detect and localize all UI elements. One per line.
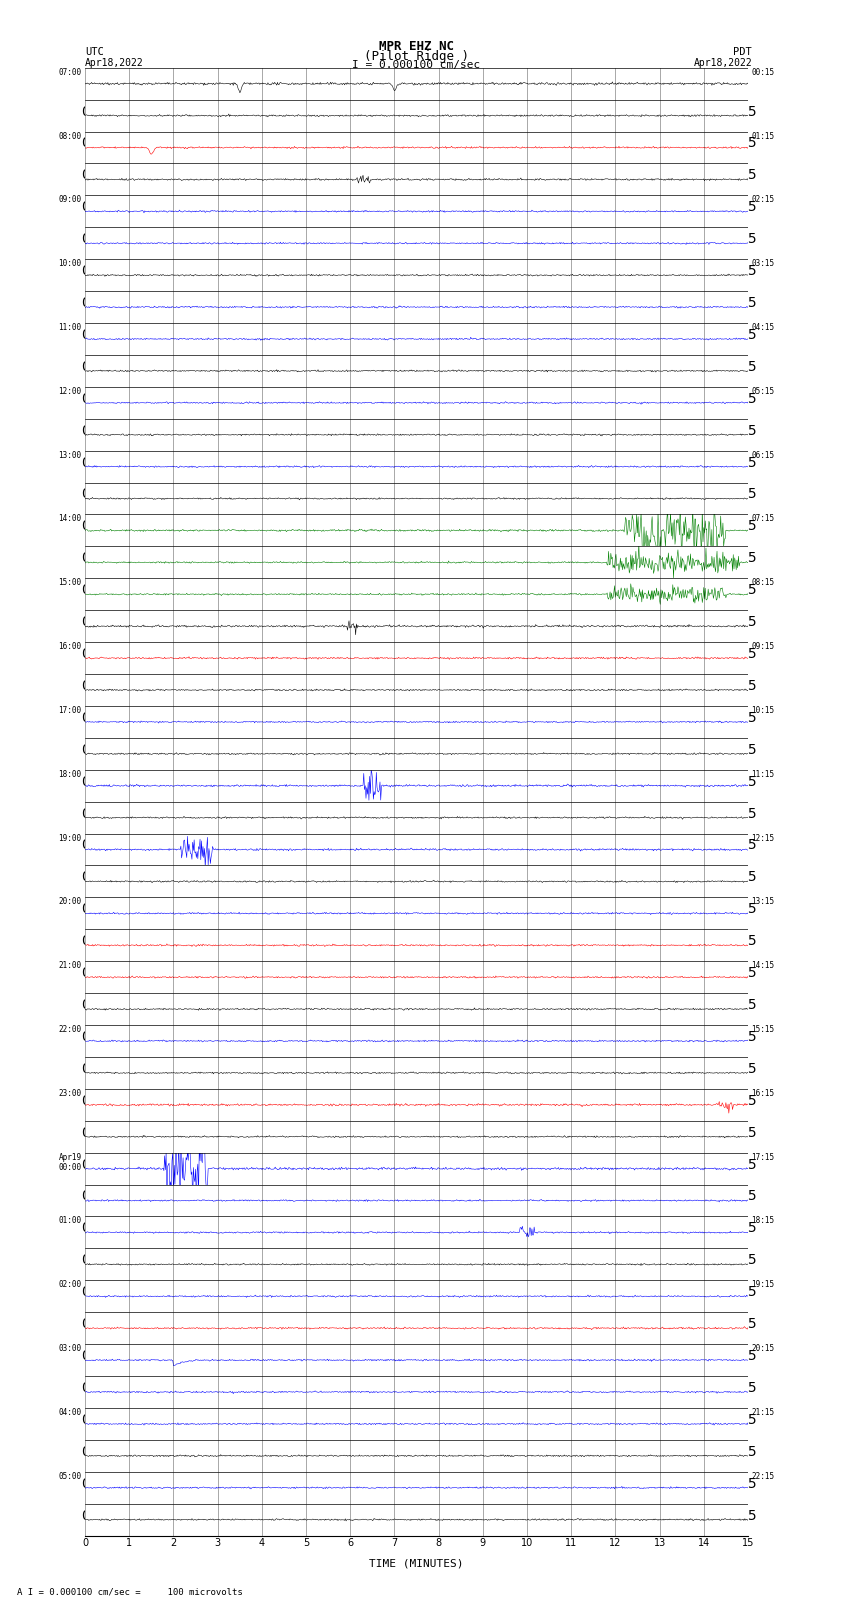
Text: 12:00: 12:00 bbox=[59, 387, 82, 395]
Text: 22:15: 22:15 bbox=[751, 1471, 774, 1481]
Text: 12:15: 12:15 bbox=[751, 834, 774, 842]
Text: 01:00: 01:00 bbox=[59, 1216, 82, 1226]
Text: 17:15: 17:15 bbox=[751, 1153, 774, 1161]
Text: 09:00: 09:00 bbox=[59, 195, 82, 205]
Text: 07:15: 07:15 bbox=[751, 515, 774, 524]
Text: 18:15: 18:15 bbox=[751, 1216, 774, 1226]
Text: 13:00: 13:00 bbox=[59, 450, 82, 460]
Text: Apr18,2022: Apr18,2022 bbox=[85, 58, 144, 68]
Text: 20:00: 20:00 bbox=[59, 897, 82, 907]
Text: 06:15: 06:15 bbox=[751, 450, 774, 460]
Text: 13:15: 13:15 bbox=[751, 897, 774, 907]
Text: 05:15: 05:15 bbox=[751, 387, 774, 395]
Text: 16:15: 16:15 bbox=[751, 1089, 774, 1098]
Text: 22:00: 22:00 bbox=[59, 1024, 82, 1034]
Text: 21:15: 21:15 bbox=[751, 1408, 774, 1416]
Text: 15:00: 15:00 bbox=[59, 579, 82, 587]
Text: 08:15: 08:15 bbox=[751, 579, 774, 587]
Text: 16:00: 16:00 bbox=[59, 642, 82, 652]
Text: 08:00: 08:00 bbox=[59, 132, 82, 140]
Text: Apr19
00:00: Apr19 00:00 bbox=[59, 1153, 82, 1173]
Text: I = 0.000100 cm/sec: I = 0.000100 cm/sec bbox=[353, 60, 480, 69]
Text: (Pilot Ridge ): (Pilot Ridge ) bbox=[364, 50, 469, 63]
Text: 02:00: 02:00 bbox=[59, 1281, 82, 1289]
Text: PDT: PDT bbox=[734, 47, 752, 56]
Text: Apr18,2022: Apr18,2022 bbox=[694, 58, 752, 68]
Text: 10:15: 10:15 bbox=[751, 706, 774, 715]
Text: 03:15: 03:15 bbox=[751, 260, 774, 268]
Text: 19:00: 19:00 bbox=[59, 834, 82, 842]
Text: 02:15: 02:15 bbox=[751, 195, 774, 205]
Text: MPR EHZ NC: MPR EHZ NC bbox=[379, 40, 454, 53]
Text: 04:00: 04:00 bbox=[59, 1408, 82, 1416]
Text: 11:00: 11:00 bbox=[59, 323, 82, 332]
Text: 00:15: 00:15 bbox=[751, 68, 774, 77]
Text: 15:15: 15:15 bbox=[751, 1024, 774, 1034]
Text: 19:15: 19:15 bbox=[751, 1281, 774, 1289]
Text: 09:15: 09:15 bbox=[751, 642, 774, 652]
Text: 11:15: 11:15 bbox=[751, 769, 774, 779]
Text: UTC: UTC bbox=[85, 47, 104, 56]
Text: 01:15: 01:15 bbox=[751, 132, 774, 140]
Text: 23:00: 23:00 bbox=[59, 1089, 82, 1098]
Text: TIME (MINUTES): TIME (MINUTES) bbox=[369, 1558, 464, 1568]
Text: 20:15: 20:15 bbox=[751, 1344, 774, 1353]
Text: 04:15: 04:15 bbox=[751, 323, 774, 332]
Text: 21:00: 21:00 bbox=[59, 961, 82, 969]
Text: 14:00: 14:00 bbox=[59, 515, 82, 524]
Text: 07:00: 07:00 bbox=[59, 68, 82, 77]
Text: 14:15: 14:15 bbox=[751, 961, 774, 969]
Text: 17:00: 17:00 bbox=[59, 706, 82, 715]
Text: 03:00: 03:00 bbox=[59, 1344, 82, 1353]
Text: 18:00: 18:00 bbox=[59, 769, 82, 779]
Text: A I = 0.000100 cm/sec =     100 microvolts: A I = 0.000100 cm/sec = 100 microvolts bbox=[17, 1587, 243, 1597]
Text: 05:00: 05:00 bbox=[59, 1471, 82, 1481]
Text: 10:00: 10:00 bbox=[59, 260, 82, 268]
